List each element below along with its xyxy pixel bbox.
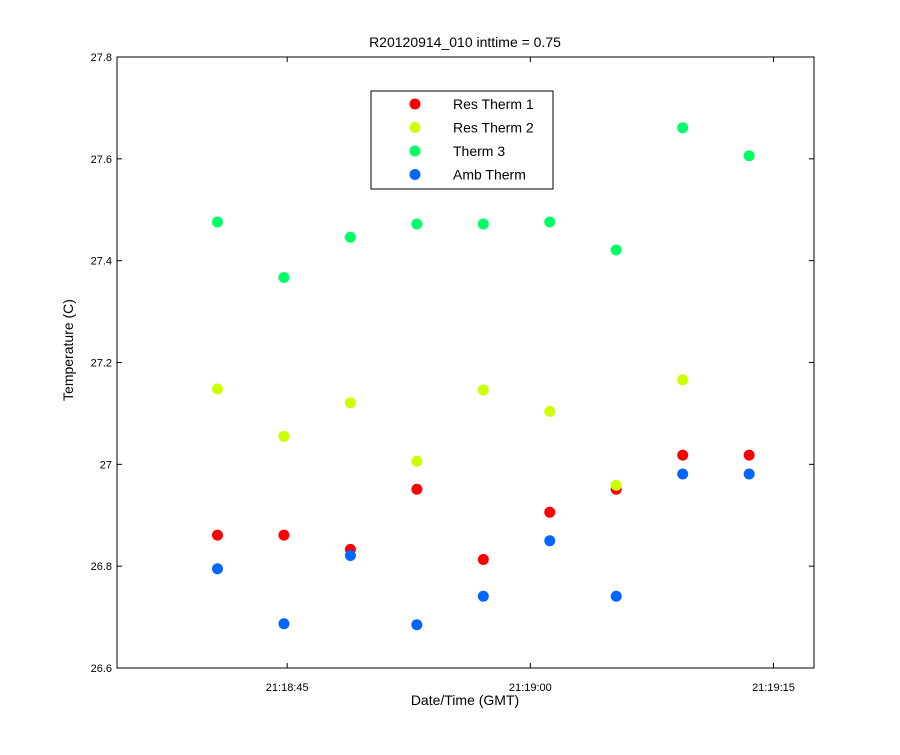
legend-box bbox=[370, 90, 554, 190]
legend-label-res-therm-1: Res Therm 1 bbox=[453, 96, 534, 112]
y-tick-label: 26.6 bbox=[91, 663, 112, 675]
legend: Res Therm 1 Res Therm 2 Therm 3 Amb Therm bbox=[370, 90, 554, 190]
legend-marker-amb-therm bbox=[409, 169, 421, 180]
point-therm-3 bbox=[211, 216, 223, 228]
point-amb-therm bbox=[278, 618, 290, 630]
x-tick-label: 21:19:00 bbox=[509, 682, 552, 694]
point-res-therm-1 bbox=[544, 506, 556, 518]
point-res-therm-2 bbox=[344, 397, 356, 409]
legend-label-amb-therm: Amb Therm bbox=[453, 167, 526, 183]
data-points bbox=[211, 122, 755, 631]
point-amb-therm bbox=[411, 619, 423, 631]
point-amb-therm bbox=[211, 563, 223, 575]
x-tick-label: 21:18:45 bbox=[266, 682, 309, 694]
point-therm-3 bbox=[344, 231, 356, 243]
point-amb-therm bbox=[477, 590, 489, 602]
point-therm-3 bbox=[411, 218, 423, 230]
y-tick-label: 27.8 bbox=[91, 52, 112, 64]
y-axis-label: Temperature (C) bbox=[60, 299, 76, 401]
legend-label-therm-3: Therm 3 bbox=[453, 143, 505, 159]
point-amb-therm bbox=[677, 468, 689, 480]
point-res-therm-2 bbox=[610, 479, 622, 491]
y-axis: 26.6 26.8 27 27.2 27.4 27.6 27.8 bbox=[91, 52, 814, 675]
y-tick-label: 27.2 bbox=[91, 358, 112, 370]
legend-marker-res-therm-2 bbox=[409, 122, 421, 133]
y-tick-label: 26.8 bbox=[91, 561, 112, 573]
x-tick-label: 21:19:15 bbox=[752, 682, 795, 694]
point-therm-3 bbox=[677, 122, 689, 134]
point-therm-3 bbox=[278, 271, 290, 283]
point-amb-therm bbox=[344, 549, 356, 561]
y-tick-label: 27.4 bbox=[91, 256, 112, 268]
point-res-therm-1 bbox=[211, 529, 223, 541]
point-therm-3 bbox=[743, 150, 755, 162]
point-res-therm-2 bbox=[411, 455, 423, 467]
x-axis: 21:18:45 21:19:00 21:19:15 bbox=[266, 57, 795, 694]
point-therm-3 bbox=[610, 244, 622, 256]
y-tick-label: 27 bbox=[100, 459, 112, 471]
point-res-therm-2 bbox=[211, 383, 223, 395]
x-axis-label: Date/Time (GMT) bbox=[411, 692, 519, 708]
y-tick-label: 27.6 bbox=[91, 154, 112, 166]
legend-marker-res-therm-1 bbox=[409, 98, 421, 110]
legend-marker-therm-3 bbox=[409, 145, 421, 157]
chart-title: R20120914_010 inttime = 0.75 bbox=[369, 34, 561, 50]
point-amb-therm bbox=[743, 468, 755, 480]
point-res-therm-1 bbox=[477, 554, 489, 566]
point-res-therm-1 bbox=[411, 483, 423, 495]
point-therm-3 bbox=[477, 218, 489, 230]
point-res-therm-2 bbox=[278, 430, 290, 442]
point-res-therm-1 bbox=[743, 449, 755, 461]
point-amb-therm bbox=[544, 535, 556, 547]
point-amb-therm bbox=[610, 590, 622, 602]
point-res-therm-2 bbox=[477, 384, 489, 396]
point-res-therm-2 bbox=[677, 374, 689, 386]
point-therm-3 bbox=[544, 216, 556, 228]
point-res-therm-1 bbox=[677, 449, 689, 461]
point-res-therm-1 bbox=[278, 529, 290, 541]
point-res-therm-2 bbox=[544, 405, 556, 417]
legend-label-res-therm-2: Res Therm 2 bbox=[453, 120, 534, 136]
